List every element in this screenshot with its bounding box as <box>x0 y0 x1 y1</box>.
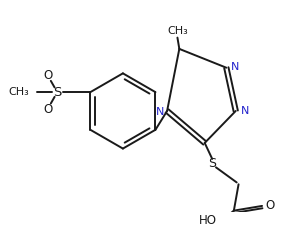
Text: S: S <box>53 86 62 99</box>
Text: S: S <box>208 157 216 170</box>
Text: CH₃: CH₃ <box>8 87 29 97</box>
Text: N: N <box>240 106 249 116</box>
Text: HO: HO <box>199 214 217 225</box>
Text: CH₃: CH₃ <box>167 26 188 36</box>
Text: N: N <box>231 62 239 72</box>
Text: N: N <box>156 107 164 117</box>
Text: O: O <box>265 199 274 212</box>
Text: O: O <box>43 103 53 116</box>
Text: O: O <box>43 69 53 82</box>
